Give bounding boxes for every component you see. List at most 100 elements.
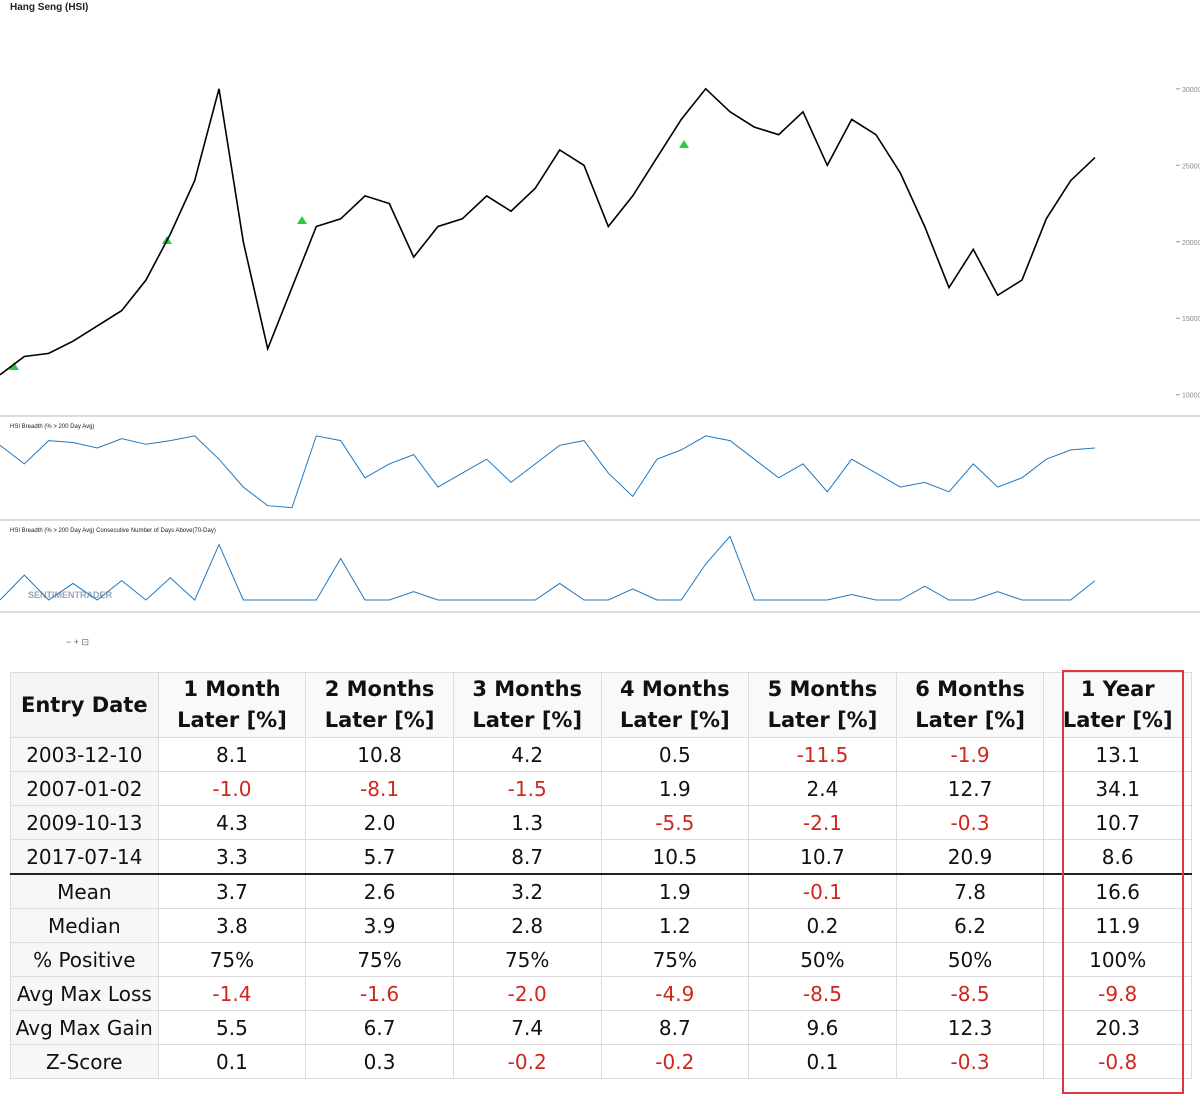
table-cell: -11.5 [748, 737, 897, 772]
table-cell: 1 Month Later [%] [157, 672, 307, 738]
table-cell: 10.5 [600, 839, 750, 875]
table-cell: Avg Max Gain [10, 1010, 159, 1045]
table-cell: 3.7 [157, 873, 307, 909]
table-cell: 8.1 [157, 737, 307, 772]
table-cell: 12.3 [895, 1010, 1045, 1045]
svg-text:− + ⊡: − + ⊡ [66, 637, 89, 647]
panel-title: HSI Breadth (% > 200 Day Avg) [10, 424, 94, 430]
table-cell: 1 Year Later [%] [1043, 672, 1192, 738]
signal-marker [297, 216, 307, 224]
y-tick-label: 25000 [1182, 163, 1200, 170]
table-row: 2003-12-10 8.1 10.8 4.2 0.5 -11.5 -1.9 13.1 [10, 737, 1192, 772]
table-cell: 2.6 [305, 873, 454, 909]
table-cell: 20.9 [895, 839, 1045, 875]
table-cell: 20.3 [1043, 1010, 1192, 1045]
table-cell: 12.7 [895, 771, 1045, 806]
table-row: 2007-01-02 -1.0 -8.1 -1.5 1.9 2.4 12.7 34.1 [10, 771, 1192, 806]
table-cell: -0.3 [895, 1044, 1045, 1079]
table-cell: 3.8 [157, 908, 307, 943]
table-cell: Avg Max Loss [10, 976, 159, 1011]
table-cell: 2.4 [748, 771, 897, 806]
table-row: Avg Max Loss -1.4 -1.6 -2.0 -4.9 -8.5 -8.5 -9.8 [10, 976, 1192, 1011]
table-cell: 0.2 [748, 908, 897, 943]
table-row: % Positive 75% 75% 75% 75% 50% 50% 100% [10, 942, 1192, 977]
table-cell: 75% [452, 942, 602, 977]
table-cell: 3.2 [452, 873, 602, 909]
table-cell: 1.3 [452, 805, 602, 840]
table-cell: 1.9 [600, 771, 750, 806]
table-cell: 4 Months Later [%] [600, 672, 750, 738]
series-line [0, 87, 1096, 376]
table-cell: 75% [305, 942, 454, 977]
panel-title: Hang Seng (HSI) [10, 2, 88, 13]
table-cell: 34.1 [1043, 771, 1192, 806]
table-cell: -9.8 [1043, 976, 1192, 1011]
table-row: 2017-07-14 3.3 5.7 8.7 10.5 10.7 20.9 8.6 [10, 839, 1192, 875]
table-cell: 10.8 [305, 737, 454, 772]
table-cell: -8.1 [305, 771, 454, 806]
table-cell: 10.7 [1043, 805, 1192, 840]
table-cell: 1.2 [600, 908, 750, 943]
table-cell: -8.5 [895, 976, 1045, 1011]
table-cell: 6.7 [305, 1010, 454, 1045]
table-cell: 2009-10-13 [10, 805, 159, 840]
table-cell: % Positive [10, 942, 159, 977]
table-cell: -0.2 [600, 1044, 750, 1079]
table-cell: 4.2 [452, 737, 602, 772]
table-cell: -1.0 [157, 771, 307, 806]
table-cell: 75% [600, 942, 750, 977]
table-cell: -2.1 [748, 805, 897, 840]
table-cell: 50% [895, 942, 1045, 977]
table-row: Avg Max Gain 5.5 6.7 7.4 8.7 9.6 12.3 20.3 [10, 1010, 1192, 1045]
signal-marker [9, 362, 19, 370]
table-cell: 0.1 [157, 1044, 307, 1079]
table-cell: 100% [1043, 942, 1192, 977]
table-cell: 8.7 [452, 839, 602, 875]
table-cell: -1.6 [305, 976, 454, 1011]
table-cell: -8.5 [748, 976, 897, 1011]
stats-table: Entry Date 1 Month Later [%] 2 Months Late… [10, 672, 1192, 1079]
zoom-controls[interactable]: − + ⊡ [66, 637, 89, 647]
table-cell: 8.6 [1043, 839, 1192, 875]
table-cell: 3.3 [157, 839, 307, 875]
table-cell: 10.7 [748, 839, 897, 875]
table-cell: 13.1 [1043, 737, 1192, 772]
table-cell: 3 Months Later [%] [452, 672, 602, 738]
table-cell: -1.5 [452, 771, 602, 806]
table-cell: 4.3 [157, 805, 307, 840]
table-cell: Mean [10, 873, 159, 909]
table-cell: 0.3 [305, 1044, 454, 1079]
table-row: Entry Date 1 Month Later [%] 2 Months Late… [10, 672, 1192, 738]
table-row: 2009-10-13 4.3 2.0 1.3 -5.5 -2.1 -0.3 10.7 [10, 805, 1192, 840]
table-cell: -1.4 [157, 976, 307, 1011]
table-cell: 50% [748, 942, 897, 977]
table-cell: -5.5 [600, 805, 750, 840]
table-cell: 6 Months Later [%] [895, 672, 1045, 738]
table-cell: 0.1 [748, 1044, 897, 1079]
table-cell: 2.0 [305, 805, 454, 840]
charts: − + ⊡ Hang Seng (HSI) 10000 15000 20000 2500… [0, 2, 1200, 647]
series-line [0, 535, 1096, 601]
table-cell: 0.5 [600, 737, 750, 772]
table-cell: 6.2 [895, 908, 1045, 943]
table-cell: -0.3 [895, 805, 1045, 840]
table-cell: 3.9 [305, 908, 454, 943]
table-cell: 5 Months Later [%] [748, 672, 897, 738]
signal-marker [679, 140, 689, 148]
table-cell: 2.8 [452, 908, 602, 943]
table-cell: Median [10, 908, 159, 943]
table-cell: 2017-07-14 [10, 839, 159, 875]
y-tick-label: 30000 [1182, 87, 1200, 94]
table-cell: 2003-12-10 [10, 737, 159, 772]
table-cell: 75% [157, 942, 307, 977]
table-cell: -0.1 [748, 873, 897, 909]
table-cell: -0.8 [1043, 1044, 1192, 1079]
table-cell: Z-Score [10, 1044, 159, 1079]
table-cell: 7.4 [452, 1010, 602, 1045]
table-cell: 7.8 [895, 873, 1045, 909]
table-cell: Entry Date [10, 672, 159, 738]
table-row: Z-Score 0.1 0.3 -0.2 -0.2 0.1 -0.3 -0.8 [10, 1044, 1192, 1079]
table-cell: 1.9 [600, 873, 750, 909]
table-cell: 5.5 [157, 1010, 307, 1045]
